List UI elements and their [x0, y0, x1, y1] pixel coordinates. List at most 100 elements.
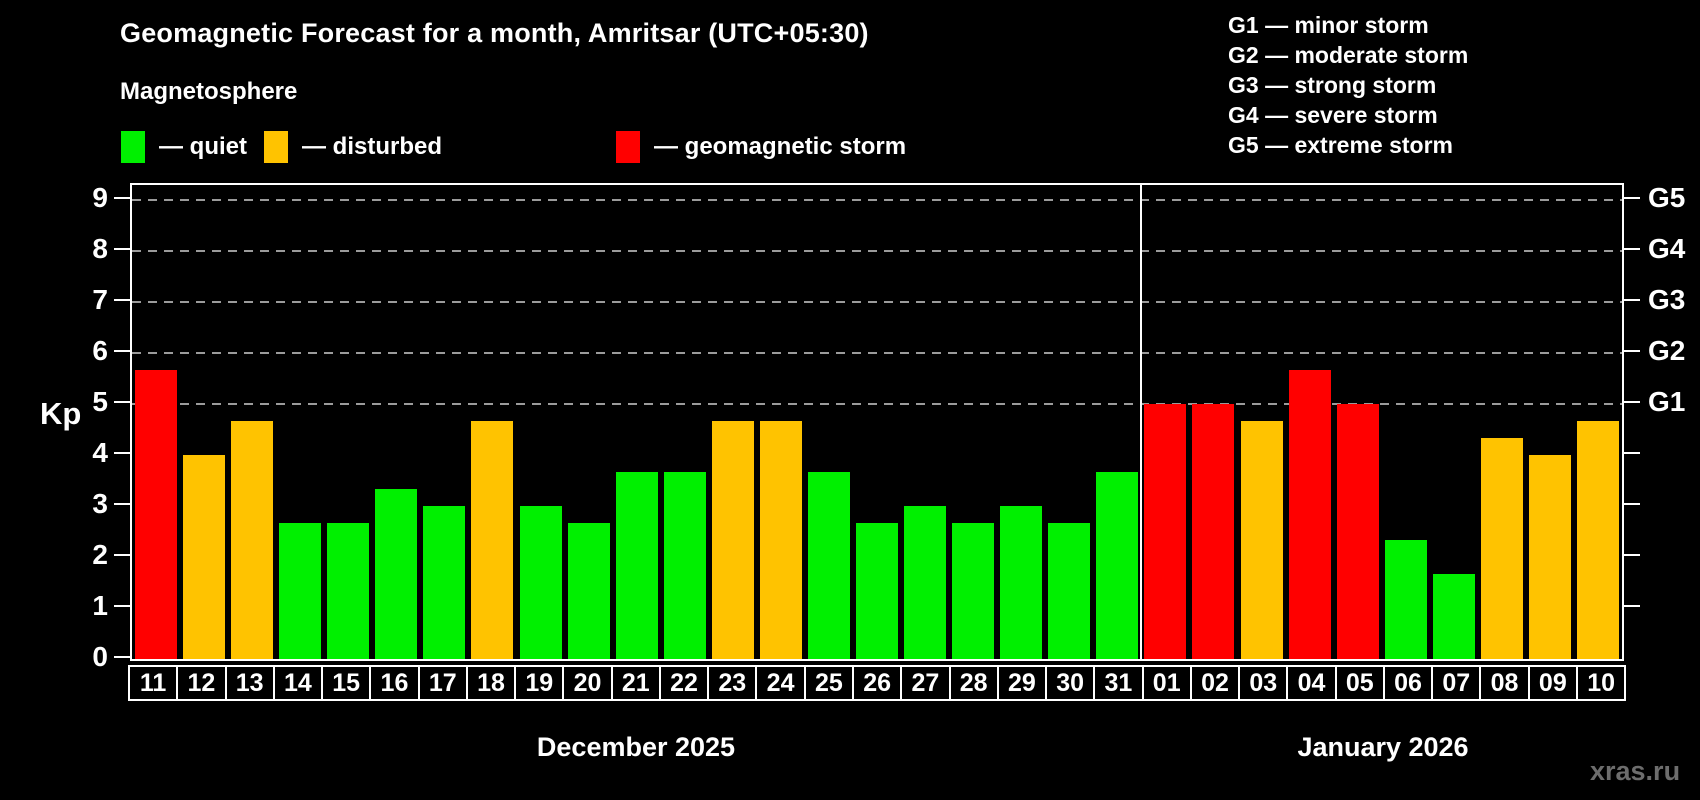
day-label-jan-05: 05: [1337, 667, 1385, 699]
bar-dec-21: [615, 471, 658, 659]
right-tick-kp8: [1624, 248, 1640, 250]
month-divider-line: [1140, 185, 1143, 659]
gridline-kp5: [132, 403, 1622, 405]
gridline-kp8: [132, 250, 1622, 252]
day-label-dec-12: 12: [178, 667, 227, 699]
day-label-dec-20: 20: [564, 667, 613, 699]
day-label-dec-23: 23: [709, 667, 758, 699]
y-axis-title-kp: Kp: [40, 396, 82, 431]
day-label-dec-22: 22: [661, 667, 710, 699]
bar-jan-02: [1192, 404, 1235, 659]
month-label-december: December 2025: [536, 732, 736, 762]
bar-dec-15: [327, 522, 370, 659]
bar-dec-19: [519, 506, 562, 659]
storm-scale-legend: G1 — minor storm G2 — moderate storm G3 …: [1228, 10, 1468, 160]
right-tick-kp7: [1624, 299, 1640, 301]
day-label-dec-29: 29: [999, 667, 1048, 699]
y-tick-3: [114, 503, 130, 505]
bar-dec-11: [135, 369, 178, 659]
g1-legend-line: G1 — minor storm: [1228, 12, 1429, 38]
day-label-dec-11: 11: [130, 667, 179, 699]
month-label-january: January 2026: [1297, 732, 1469, 762]
day-label-jan-04: 04: [1288, 667, 1337, 699]
bar-jan-07: [1432, 573, 1475, 659]
bar-dec-23: [711, 420, 754, 659]
right-axis-label-g4: G4: [1648, 233, 1686, 264]
bar-dec-29: [1000, 506, 1043, 659]
y-tick-4: [114, 452, 130, 454]
bar-jan-04: [1288, 369, 1331, 659]
y-tick-9: [114, 197, 130, 199]
bar-dec-22: [663, 471, 706, 659]
right-tick-kp2: [1624, 554, 1640, 556]
y-tick-6: [114, 350, 130, 352]
bar-dec-17: [423, 506, 466, 659]
day-label-jan-10: 10: [1587, 668, 1615, 697]
day-label-dec-15: 15: [323, 667, 372, 699]
legend-item-storm: — geomagnetic storm: [616, 130, 906, 164]
right-axis-label-g3: G3: [1648, 284, 1686, 315]
day-label-dec-25: 25: [806, 667, 854, 699]
day-label-dec-16: 16: [371, 667, 420, 699]
right-tick-kp5: [1624, 401, 1640, 403]
day-label-jan-02: 02: [1192, 667, 1241, 699]
day-label-dec-24: 24: [757, 667, 806, 699]
right-axis-label-g2: G2: [1648, 335, 1686, 366]
bar-dec-27: [904, 506, 947, 659]
y-tick-label-1: 1: [92, 590, 108, 621]
day-label-dec-26: 26: [854, 667, 903, 699]
day-label-dec-18: 18: [468, 667, 517, 699]
bar-jan-05: [1336, 404, 1379, 659]
y-tick-label-9: 9: [92, 182, 108, 213]
bar-dec-30: [1048, 522, 1091, 659]
disturbed-color-swatch: [264, 131, 288, 163]
right-tick-kp9: [1624, 197, 1640, 199]
bar-dec-24: [759, 420, 802, 659]
bar-jan-03: [1240, 420, 1283, 659]
plot-area: [130, 183, 1624, 661]
y-tick-label-8: 8: [92, 233, 108, 264]
day-label-dec-21: 21: [613, 667, 661, 699]
storm-color-swatch: [616, 131, 640, 163]
right-tick-kp4: [1624, 452, 1640, 454]
bar-jan-01: [1144, 404, 1187, 659]
day-label-dec-13: 13: [227, 667, 275, 699]
right-tick-kp6: [1624, 350, 1640, 352]
y-tick-label-7: 7: [92, 284, 108, 315]
bar-dec-13: [231, 420, 274, 659]
right-tick-kp3: [1624, 503, 1640, 505]
bar-jan-08: [1480, 438, 1523, 659]
gridline-kp9: [132, 199, 1622, 201]
day-label-jan-07: 07: [1433, 667, 1482, 699]
gridline-kp6: [132, 352, 1622, 354]
day-label-jan-01: 01: [1144, 667, 1192, 699]
day-label-dec-27: 27: [902, 667, 951, 699]
quiet-color-swatch: [121, 131, 145, 163]
legend-storm-label: — geomagnetic storm: [654, 133, 907, 160]
bar-jan-06: [1384, 540, 1427, 659]
chart-title: Geomagnetic Forecast for a month, Amrits…: [120, 18, 869, 48]
y-tick-7: [114, 299, 130, 301]
right-axis-label-g5: G5: [1648, 182, 1686, 213]
day-label-jan-09: 09: [1530, 667, 1578, 699]
y-tick-0: [114, 656, 130, 658]
y-tick-label-5: 5: [92, 386, 108, 417]
chart-subtitle: Magnetosphere: [120, 78, 298, 105]
y-tick-2: [114, 554, 130, 556]
bar-dec-12: [183, 455, 226, 659]
y-tick-label-3: 3: [92, 488, 108, 519]
y-tick-label-2: 2: [92, 539, 108, 570]
right-tick-kp1: [1624, 605, 1640, 607]
day-label-jan-03: 03: [1240, 667, 1289, 699]
legend-item-quiet: — quiet: [121, 130, 247, 164]
day-label-dec-14: 14: [275, 667, 324, 699]
bar-dec-28: [952, 522, 995, 659]
xras-watermark: xras.ru: [1590, 756, 1681, 786]
day-label-dec-17: 17: [420, 667, 468, 699]
y-tick-1: [114, 605, 130, 607]
g5-legend-line: G5 — extreme storm: [1228, 132, 1453, 158]
y-tick-label-0: 0: [92, 641, 108, 672]
bar-dec-31: [1096, 471, 1139, 659]
y-tick-5: [114, 401, 130, 403]
